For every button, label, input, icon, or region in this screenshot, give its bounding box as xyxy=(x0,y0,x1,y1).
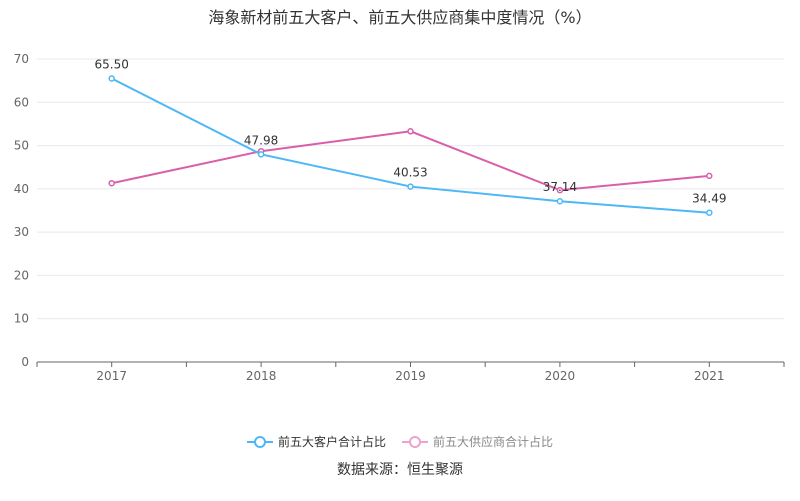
data-point xyxy=(407,128,414,135)
data-label: 65.50 xyxy=(95,57,129,71)
data-label: 34.49 xyxy=(692,192,726,206)
y-tick-label: 10 xyxy=(14,312,29,326)
y-tick-label: 60 xyxy=(14,95,29,109)
data-point xyxy=(556,186,564,194)
data-point xyxy=(706,209,713,216)
data-label: 40.53 xyxy=(393,166,427,180)
data-label: 37.14 xyxy=(543,180,577,194)
x-tick-label: 2021 xyxy=(694,369,725,383)
data-point xyxy=(108,179,115,187)
y-tick-label: 20 xyxy=(14,268,29,282)
data-label: 47.98 xyxy=(244,133,278,147)
source-note: 数据来源：恒生聚源 xyxy=(337,462,463,478)
y-tick-label: 0 xyxy=(21,355,29,369)
data-point xyxy=(108,75,115,82)
data-point xyxy=(257,151,265,158)
legend: 前五大客户合计占比 前五大供应商合计占比 xyxy=(0,433,800,450)
data-point xyxy=(706,172,713,180)
legend-label: 前五大客户合计占比 xyxy=(277,435,386,449)
legend-item-customers[interactable]: 前五大客户合计占比 xyxy=(246,433,386,450)
data-point xyxy=(407,183,414,190)
data-point xyxy=(556,197,564,205)
x-tick-label: 2017 xyxy=(96,369,127,383)
legend-label: 前五大供应商合计占比 xyxy=(433,435,554,449)
y-tick-label: 30 xyxy=(14,225,29,239)
x-tick-label: 2018 xyxy=(246,369,277,383)
x-tick-label: 2020 xyxy=(545,369,576,383)
chart-title: 海象新材前五大客户、前五大供应商集中度情况（%） xyxy=(208,8,592,27)
y-tick-label: 50 xyxy=(14,139,29,153)
x-tick-label: 2019 xyxy=(395,369,426,383)
series-line xyxy=(111,130,710,192)
y-tick-label: 70 xyxy=(14,52,29,66)
legend-item-suppliers[interactable]: 前五大供应商合计占比 xyxy=(402,433,553,450)
y-tick-label: 40 xyxy=(14,182,29,196)
